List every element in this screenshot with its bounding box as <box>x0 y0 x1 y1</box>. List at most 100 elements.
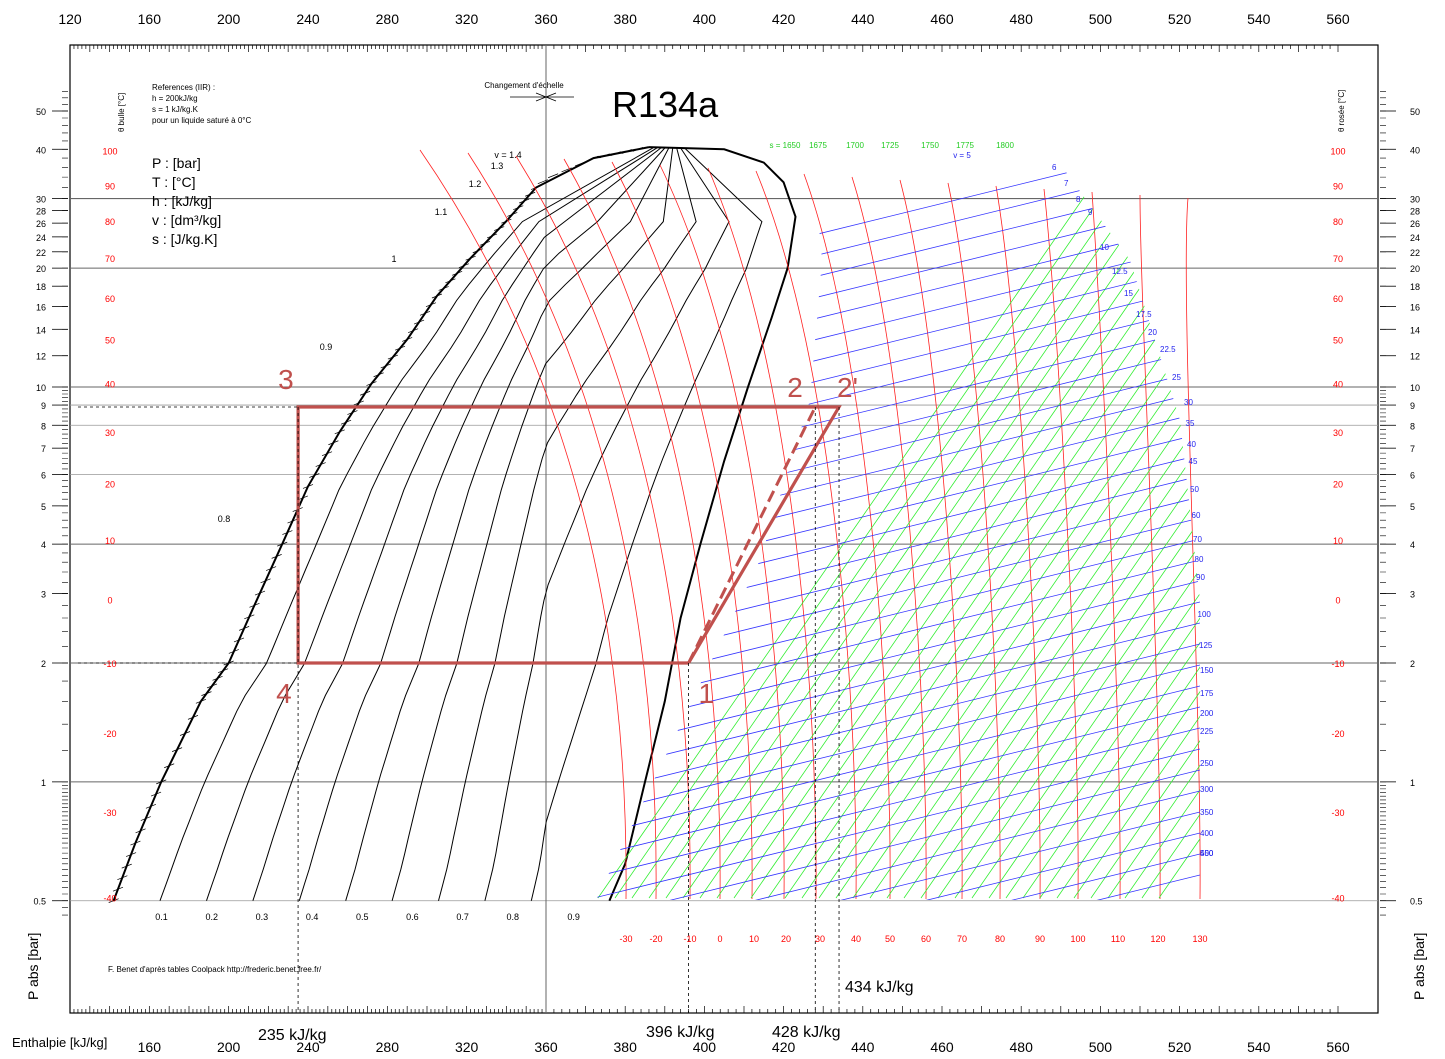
dew-temp-label: 30 <box>1333 428 1343 438</box>
dew-temp-label: -20 <box>1331 729 1344 739</box>
y-axis-label: P abs [bar] <box>25 933 41 1000</box>
vapor-volume-label: 10 <box>1100 243 1109 252</box>
vapor-volume-label: 50 <box>1190 485 1199 494</box>
bubble-temp-label: 60 <box>105 294 115 304</box>
isotherm-line <box>899 179 963 900</box>
superheat-temp-label: 130 <box>1192 934 1207 944</box>
superheat-temp-label: 50 <box>885 934 895 944</box>
isotherm-line <box>995 185 1041 900</box>
bubble-temp-label: 30 <box>105 428 115 438</box>
liquid-volume-label: 0.9 <box>320 342 333 352</box>
pressure-tick-right: 12 <box>1410 352 1420 362</box>
liquid-volume-label: 0.8 <box>218 514 231 524</box>
quality-label: 0.1 <box>155 912 168 922</box>
unit-legend-item: T : [°C] <box>152 174 195 190</box>
pressure-tick-right: 18 <box>1410 282 1420 292</box>
dew-temp-label: 0 <box>1335 595 1340 605</box>
bubble-temp-label: 0 <box>107 595 112 605</box>
vapor-volume-label: 25 <box>1172 373 1181 382</box>
vapor-volume-label: 350 <box>1200 808 1214 817</box>
vapor-volume-label: 125 <box>1199 641 1213 650</box>
pressure-tick-left: 1 <box>41 778 46 788</box>
chart-title: R134a <box>612 84 719 125</box>
pressure-tick-left: 16 <box>36 302 46 312</box>
vapor-volume-label: 8 <box>1076 195 1081 204</box>
superheat-temp-label: 20 <box>781 934 791 944</box>
pressure-tick-right: 16 <box>1410 302 1420 312</box>
quality-line <box>159 147 654 901</box>
dew-temp-label: 100 <box>1330 147 1345 157</box>
pressure-tick-right: 3 <box>1410 589 1415 599</box>
vapor-volume-label: 225 <box>1200 727 1214 736</box>
pressure-tick-right: 8 <box>1410 421 1415 431</box>
vapor-volume-label: 80 <box>1195 555 1204 564</box>
top-tick-label: 460 <box>930 11 954 27</box>
enthalpy-annotation: 396 kJ/kg <box>646 1024 714 1041</box>
entropy-label: 1750 <box>921 141 939 150</box>
quality-label: 0.7 <box>456 912 469 922</box>
entropy-label: 1700 <box>846 141 864 150</box>
superheat-temp-label: 30 <box>815 934 825 944</box>
superheat-temp-label: 120 <box>1150 934 1165 944</box>
top-tick-label: 480 <box>1010 11 1034 27</box>
superheat-temp-label: -10 <box>683 934 696 944</box>
vapor-volume-label: 200 <box>1200 709 1214 718</box>
superheat-temp-label: 80 <box>995 934 1005 944</box>
pressure-tick-left: 18 <box>36 282 46 292</box>
superheat-temp-label: 100 <box>1070 934 1085 944</box>
bottom-tick-label: 280 <box>376 1039 400 1055</box>
entropy-label: 1775 <box>956 141 974 150</box>
pressure-tick-right: 7 <box>1410 444 1415 454</box>
pressure-tick-left: 0.5 <box>33 897 46 907</box>
isotherm-line <box>947 182 1001 900</box>
vapor-volume-label: 22.5 <box>1160 345 1176 354</box>
vapor-volume-label: 9 <box>1088 208 1093 217</box>
bubble-temp-label: 50 <box>105 335 115 345</box>
quality-line <box>298 147 666 901</box>
bottom-tick-label: 240 <box>296 1039 320 1055</box>
pressure-tick-right: 2 <box>1410 659 1415 669</box>
isotherm-line <box>611 161 753 900</box>
vapor-volume-label: 35 <box>1186 419 1195 428</box>
superheat-temp-label: 40 <box>851 934 861 944</box>
pressure-tick-right: 5 <box>1410 502 1415 512</box>
superheat-temp-label: 0 <box>717 934 722 944</box>
quality-label: 0.4 <box>306 912 319 922</box>
pressure-tick-left: 30 <box>36 195 46 205</box>
pressure-tick-left: 5 <box>41 502 46 512</box>
dew-temp-label: 70 <box>1333 254 1343 264</box>
quality-line <box>252 147 662 901</box>
isotherm-line <box>515 155 691 900</box>
top-tick-label: 320 <box>455 11 479 27</box>
pressure-tick-right: 9 <box>1410 401 1415 411</box>
liquid-volume-label: 1.3 <box>491 161 504 171</box>
pressure-tick-left: 12 <box>36 352 46 362</box>
bubble-temp-label: 90 <box>105 181 115 191</box>
pressure-tick-left: 8 <box>41 421 46 431</box>
pressure-tick-left: 40 <box>36 145 46 155</box>
bottom-tick-label: 360 <box>534 1039 558 1055</box>
pressure-tick-right: 14 <box>1410 325 1420 335</box>
top-tick-label: 400 <box>693 11 717 27</box>
vapor-volume-label: 70 <box>1193 535 1202 544</box>
liquid-volume-label: 1.2 <box>469 179 482 189</box>
quality-label: 0.8 <box>507 912 520 922</box>
bottom-tick-label: 320 <box>455 1039 479 1055</box>
dew-temp-label: 90 <box>1333 181 1343 191</box>
top-tick-label: 240 <box>296 11 320 27</box>
pressure-tick-right: 40 <box>1410 145 1420 155</box>
unit-legend-item: h : [kJ/kg] <box>152 193 212 209</box>
cycle-point-label: 2 <box>787 372 803 403</box>
quality-line <box>206 147 658 901</box>
isotherm-line <box>467 152 657 900</box>
dew-temp-label: 10 <box>1333 536 1343 546</box>
vapor-volume-label: 175 <box>1200 689 1214 698</box>
vapor-volume-label: 30 <box>1184 398 1193 407</box>
quality-label: 0.5 <box>356 912 369 922</box>
quality-label: 0.6 <box>406 912 419 922</box>
pressure-tick-left: 9 <box>41 401 46 411</box>
bottom-tick-label: 480 <box>1010 1039 1034 1055</box>
vapor-volume-label: 40 <box>1187 440 1196 449</box>
bottom-tick-label: 500 <box>1089 1039 1113 1055</box>
saturated-liquid-curve <box>112 146 650 902</box>
